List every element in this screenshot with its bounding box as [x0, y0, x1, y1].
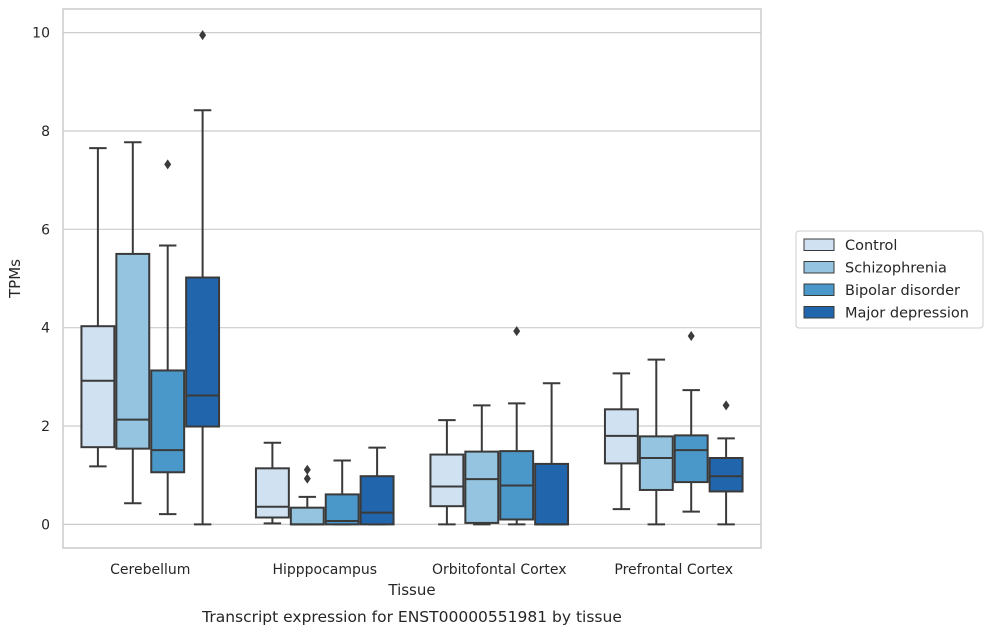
- outlier-point: [687, 331, 695, 342]
- box-iqr: [638, 435, 674, 491]
- box-control: [429, 419, 465, 526]
- box-major-depression: [708, 400, 744, 526]
- y-tick-label: 10: [32, 26, 50, 42]
- x-tick-label: Cerebellum: [110, 562, 190, 578]
- y-tick-label: 6: [41, 222, 50, 238]
- outlier-point: [303, 464, 311, 475]
- box-iqr: [185, 276, 221, 428]
- x-axis-label: Tissue: [387, 581, 435, 599]
- box-control: [603, 372, 639, 511]
- box-schizophrenia: [464, 404, 500, 526]
- y-tick-labels: 0 2 4 6 8 10: [32, 26, 50, 534]
- box-major-depression: [534, 382, 570, 526]
- legend-frame: [795, 230, 984, 329]
- box-bipolar-disorder: [324, 459, 360, 526]
- box-iqr: [534, 462, 570, 526]
- box-schizophrenia: [289, 464, 325, 526]
- legend-swatch: [803, 306, 835, 319]
- box-major-depression: [359, 446, 395, 526]
- legend-swatch: [803, 261, 835, 274]
- outlier-point: [722, 400, 730, 411]
- outlier-point: [513, 326, 521, 337]
- box-bipolar-disorder: [499, 326, 535, 526]
- legend-entry: Control: [845, 238, 897, 254]
- box-iqr: [708, 457, 744, 493]
- legend: Control Schizophrenia Bipolar disorder Majo…: [795, 230, 984, 329]
- box-iqr: [254, 467, 290, 519]
- box-bipolar-disorder: [673, 331, 709, 513]
- legend-swatch: [803, 238, 835, 251]
- y-tick-label: 0: [41, 517, 50, 533]
- legend-entry: Bipolar disorder: [845, 283, 960, 299]
- x-tick-label: Orbitofontal Cortex: [432, 562, 567, 578]
- y-tick-label: 2: [41, 419, 50, 435]
- x-tick-label: Prefrontal Cortex: [614, 562, 733, 578]
- y-tick-label: 4: [41, 321, 50, 337]
- box-iqr: [429, 453, 465, 508]
- legend-entry: Schizophrenia: [845, 261, 947, 277]
- box-iqr: [80, 325, 116, 449]
- box-iqr: [324, 493, 360, 526]
- legend-swatch: [803, 283, 835, 296]
- box-major-depression: [185, 30, 221, 526]
- outlier-point: [164, 159, 172, 170]
- outlier-point: [199, 30, 207, 41]
- y-tick-label: 8: [41, 124, 50, 140]
- y-axis-label: TPMs: [6, 259, 24, 299]
- box-control: [80, 147, 116, 468]
- x-tick-labels: Cerebellum Hipppocampus Orbitofontal Corte…: [110, 562, 733, 578]
- box-bipolar-disorder: [150, 159, 186, 516]
- box-iqr: [115, 252, 151, 450]
- plot-frame: [62, 8, 762, 549]
- box-control: [254, 441, 290, 525]
- chart-caption: Transcript expression for ENST0000055198…: [201, 608, 622, 626]
- box-iqr: [359, 475, 395, 526]
- box-groups: [80, 30, 744, 526]
- legend-entry: Major depression: [845, 306, 969, 322]
- x-tick-label: Hipppocampus: [272, 562, 377, 578]
- box-iqr: [289, 506, 325, 526]
- outlier-point: [303, 473, 311, 484]
- box-schizophrenia: [115, 141, 151, 505]
- box-iqr: [464, 450, 500, 524]
- box-iqr: [150, 369, 186, 474]
- box-iqr: [673, 434, 709, 484]
- box-schizophrenia: [638, 358, 674, 526]
